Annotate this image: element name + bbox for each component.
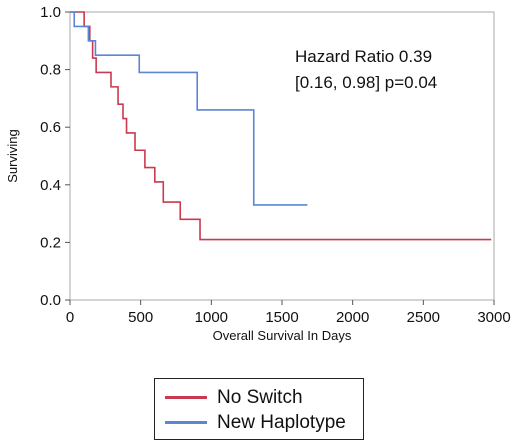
x-axis: 0 500 1000 1500 2000 2500 3000 [66, 300, 511, 326]
x-tick-label: 3000 [477, 309, 510, 326]
legend-label-new-haplotype: New Haplotype [217, 411, 346, 433]
legend-item-no-switch: No Switch [165, 385, 353, 410]
plot-frame [69, 11, 495, 301]
y-tick-label: 1.0 [40, 4, 61, 21]
legend-swatch-no-switch [165, 396, 207, 399]
x-tick-label: 2000 [336, 309, 369, 326]
y-axis-title: Surviving [5, 129, 20, 182]
x-tick-label: 2500 [407, 309, 440, 326]
series-layer [70, 11, 492, 241]
legend-item-new-haplotype: New Haplotype [165, 410, 353, 435]
y-tick-label: 0.0 [40, 292, 61, 309]
x-tick-label: 500 [128, 309, 153, 326]
x-tick-label: 0 [66, 309, 74, 326]
confidence-interval-annotation: [0.16, 0.98] p=0.04 [295, 73, 437, 92]
x-axis-title: Overall Survival In Days [213, 328, 352, 343]
y-tick-label: 0.6 [40, 119, 61, 136]
survival-chart: 0.0 0.2 0.4 0.6 0.8 1.0 0 500 1000 1500 2000 2500 3… [5, 4, 511, 343]
y-tick-label: 0.2 [40, 234, 61, 251]
y-axis: 0.0 0.2 0.4 0.6 0.8 1.0 [40, 4, 70, 309]
series-line-new-haplotype [70, 11, 308, 206]
x-tick-label: 1000 [195, 309, 228, 326]
y-tick-label: 0.8 [40, 62, 61, 79]
legend-swatch-new-haplotype [165, 421, 207, 424]
legend-label-no-switch: No Switch [217, 386, 303, 408]
legend: No Switch New Haplotype [154, 378, 364, 440]
y-tick-label: 0.4 [40, 177, 61, 194]
hazard-ratio-annotation: Hazard Ratio 0.39 [295, 47, 432, 66]
x-tick-label: 1500 [265, 309, 298, 326]
